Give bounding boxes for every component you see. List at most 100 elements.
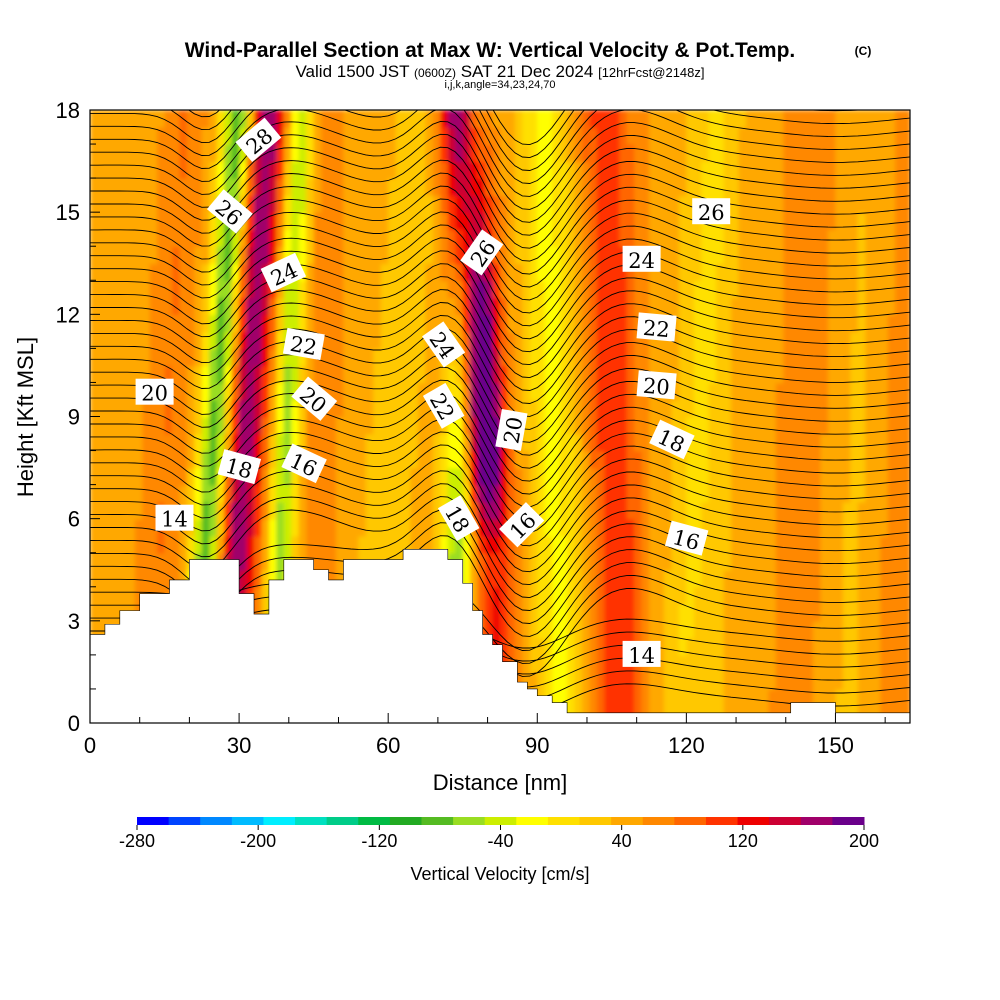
x-tick-label: 60 xyxy=(376,733,400,758)
y-tick-label: 18 xyxy=(56,98,80,123)
theta-contour-line xyxy=(90,444,910,547)
contour-label: 16 xyxy=(281,443,327,484)
colorbar-tick-label: -40 xyxy=(487,831,513,851)
theta-contour-line xyxy=(90,250,910,353)
colorbar-swatch xyxy=(200,817,233,825)
colorbar-label: Vertical Velocity [cm/s] xyxy=(410,864,589,884)
contour-label-text: 22 xyxy=(288,332,318,360)
theta-contour-line xyxy=(90,289,910,391)
contour-label-text: 26 xyxy=(698,201,725,225)
x-tick-label: 150 xyxy=(817,733,854,758)
theta-contour-line xyxy=(90,110,910,171)
theta-contour-line xyxy=(90,315,910,417)
theta-contour-line xyxy=(90,211,910,314)
colorbar-swatch xyxy=(800,817,833,825)
theta-contour-line xyxy=(90,237,910,340)
theta-contour-line xyxy=(90,224,910,327)
theta-contour-line xyxy=(90,110,910,210)
contour-label: 20 xyxy=(636,370,677,400)
terrain-mask xyxy=(90,549,910,723)
x-tick-label: 90 xyxy=(525,733,549,758)
theta-contour-line xyxy=(90,185,910,288)
colorbar-swatch xyxy=(326,817,359,825)
colorbar-swatch xyxy=(421,817,454,825)
colorbar-swatch xyxy=(547,817,581,825)
contour-label: 14 xyxy=(622,640,661,668)
y-tick-label: 3 xyxy=(68,609,80,634)
forecast-info: [12hrFcst@2148z] xyxy=(598,65,704,80)
colorbar-tick-label: 40 xyxy=(612,831,632,851)
theta-contour-line xyxy=(169,110,865,159)
colorbar-swatch xyxy=(137,817,170,825)
theta-contour-line xyxy=(90,431,910,534)
colorbar-swatch xyxy=(453,817,486,825)
theta-contour-line xyxy=(90,120,910,223)
colorbar-swatch xyxy=(484,817,517,825)
contour-label: 14 xyxy=(155,504,194,532)
colorbar-swatch xyxy=(642,817,675,825)
colorbar-swatch xyxy=(295,817,328,825)
colorbar-swatch xyxy=(769,817,802,825)
colorbar-swatch xyxy=(611,817,644,825)
y-axis: 0 3 6 9 12 15 18 xyxy=(56,98,100,736)
y-tick-label: 9 xyxy=(68,405,80,430)
colorbar-swatch xyxy=(705,817,739,825)
theta-contour-line xyxy=(90,198,910,301)
colorbar-tick-label: -200 xyxy=(240,831,276,851)
x-tick-label: 120 xyxy=(668,733,705,758)
theta-contour-line xyxy=(187,110,566,146)
theta-contour-line xyxy=(90,172,910,275)
chart-title: Wind-Parallel Section at Max W: Vertical… xyxy=(185,39,796,62)
contour-label: 20 xyxy=(495,408,528,451)
theta-contour-line xyxy=(90,276,910,379)
contour-label: 24 xyxy=(622,245,661,273)
valid-time-date: SAT 21 Dec 2024 xyxy=(461,62,594,81)
colorbar-swatch xyxy=(358,817,391,825)
contour-label-text: 14 xyxy=(628,644,655,668)
colorbar-swatch xyxy=(737,817,770,825)
grid-params: i,j,k,angle=34,23,24,70 xyxy=(444,79,555,91)
y-tick-label: 15 xyxy=(56,200,80,225)
colorbar-tick-label: -280 xyxy=(119,831,155,851)
contour-label-text: 24 xyxy=(628,249,655,273)
contour-label-text: 20 xyxy=(141,382,168,406)
theta-contour-line xyxy=(90,379,910,482)
valid-time-z: (0600Z) xyxy=(414,66,456,80)
contour-label-text: 22 xyxy=(642,316,671,342)
theta-contour-line xyxy=(90,340,910,443)
theta-contour-line xyxy=(90,483,910,586)
theta-contour-line xyxy=(90,418,910,521)
valid-time-line: Valid 1500 JST (0600Z) SAT 21 Dec 2024 [… xyxy=(295,62,704,81)
theta-contour-line xyxy=(90,470,910,573)
colorbar-swatch xyxy=(168,817,201,825)
colorbar-swatch xyxy=(579,817,612,825)
x-tick-label: 0 xyxy=(84,733,96,758)
contour-label: 22 xyxy=(282,327,325,360)
colorbar-tick-label: -120 xyxy=(361,831,397,851)
theta-contour-line xyxy=(90,110,910,197)
x-tick-label: 30 xyxy=(227,733,251,758)
contour-label: 22 xyxy=(636,312,677,342)
theta-contour-line xyxy=(90,496,910,599)
theta-contour-line xyxy=(90,302,910,404)
theta-contour-line xyxy=(90,457,910,560)
x-axis-label: Distance [nm] xyxy=(433,770,568,795)
y-tick-label: 6 xyxy=(68,507,80,532)
colorbar-tick-label: 120 xyxy=(728,831,758,851)
colorbar-swatch xyxy=(263,817,296,825)
contour-label-text: 20 xyxy=(642,374,671,400)
y-axis-label: Height [Kft MSL] xyxy=(13,337,38,497)
contour-label: 26 xyxy=(692,198,731,225)
theta-contour-line xyxy=(90,110,910,184)
colorbar-swatch xyxy=(674,817,707,825)
contour-label-text: 20 xyxy=(499,415,527,445)
colorbar-swatch xyxy=(389,817,422,825)
theta-contour-line xyxy=(90,263,910,366)
contour-label: 20 xyxy=(135,378,174,406)
theta-contour-line xyxy=(90,327,910,430)
y-tick-label: 12 xyxy=(56,302,80,327)
colorbar-swatch xyxy=(832,817,865,825)
x-axis: 0 30 60 90 120 150 xyxy=(84,713,886,758)
